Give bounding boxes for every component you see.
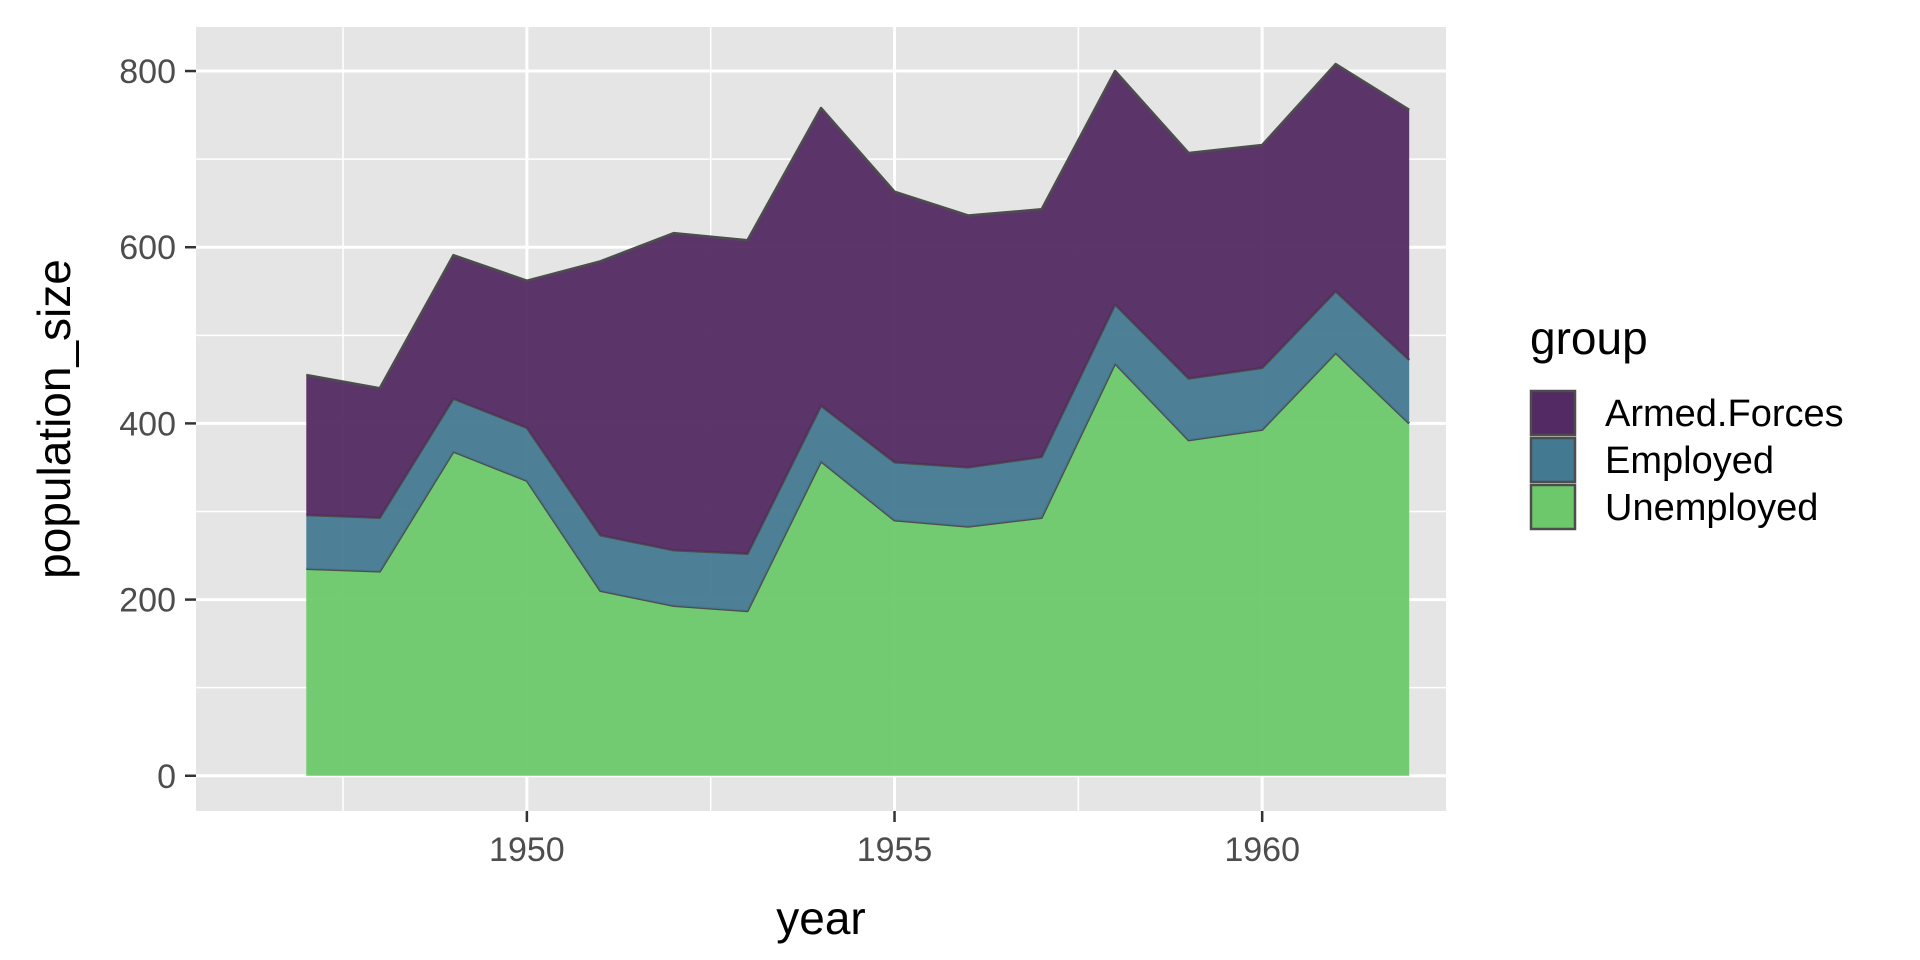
area-armed-forces <box>306 64 1410 554</box>
legend: group Armed.Forces Employed Unemployed <box>1529 312 1844 531</box>
legend-swatch <box>1529 483 1577 531</box>
y-tick-label: 0 <box>157 758 176 796</box>
legend-title: group <box>1530 312 1648 364</box>
y-axis-title: population_size <box>28 259 80 579</box>
y-tick-label: 200 <box>119 582 176 620</box>
legend-swatch <box>1529 389 1577 437</box>
legend-label: Employed <box>1605 440 1774 482</box>
y-axis: 0 200 400 600 800 <box>119 53 196 796</box>
legend-items: Armed.Forces Employed Unemployed <box>1529 389 1844 531</box>
area-unemployed <box>306 352 1410 776</box>
legend-swatch <box>1529 436 1577 484</box>
x-tick-label: 1955 <box>857 831 933 869</box>
y-tick-label: 800 <box>119 53 176 91</box>
area-series-group <box>306 62 1411 776</box>
x-axis: 1950 1955 1960 <box>489 811 1300 869</box>
x-axis-title: year <box>776 892 865 944</box>
y-tick-label: 400 <box>119 405 176 443</box>
legend-label: Armed.Forces <box>1605 393 1844 435</box>
area-outline-armed-forces <box>306 62 1410 390</box>
x-tick-label: 1960 <box>1224 831 1300 869</box>
x-tick-label: 1950 <box>489 831 565 869</box>
area-employed <box>306 291 1410 611</box>
legend-label: Unemployed <box>1605 487 1818 529</box>
y-tick-label: 600 <box>119 229 176 267</box>
